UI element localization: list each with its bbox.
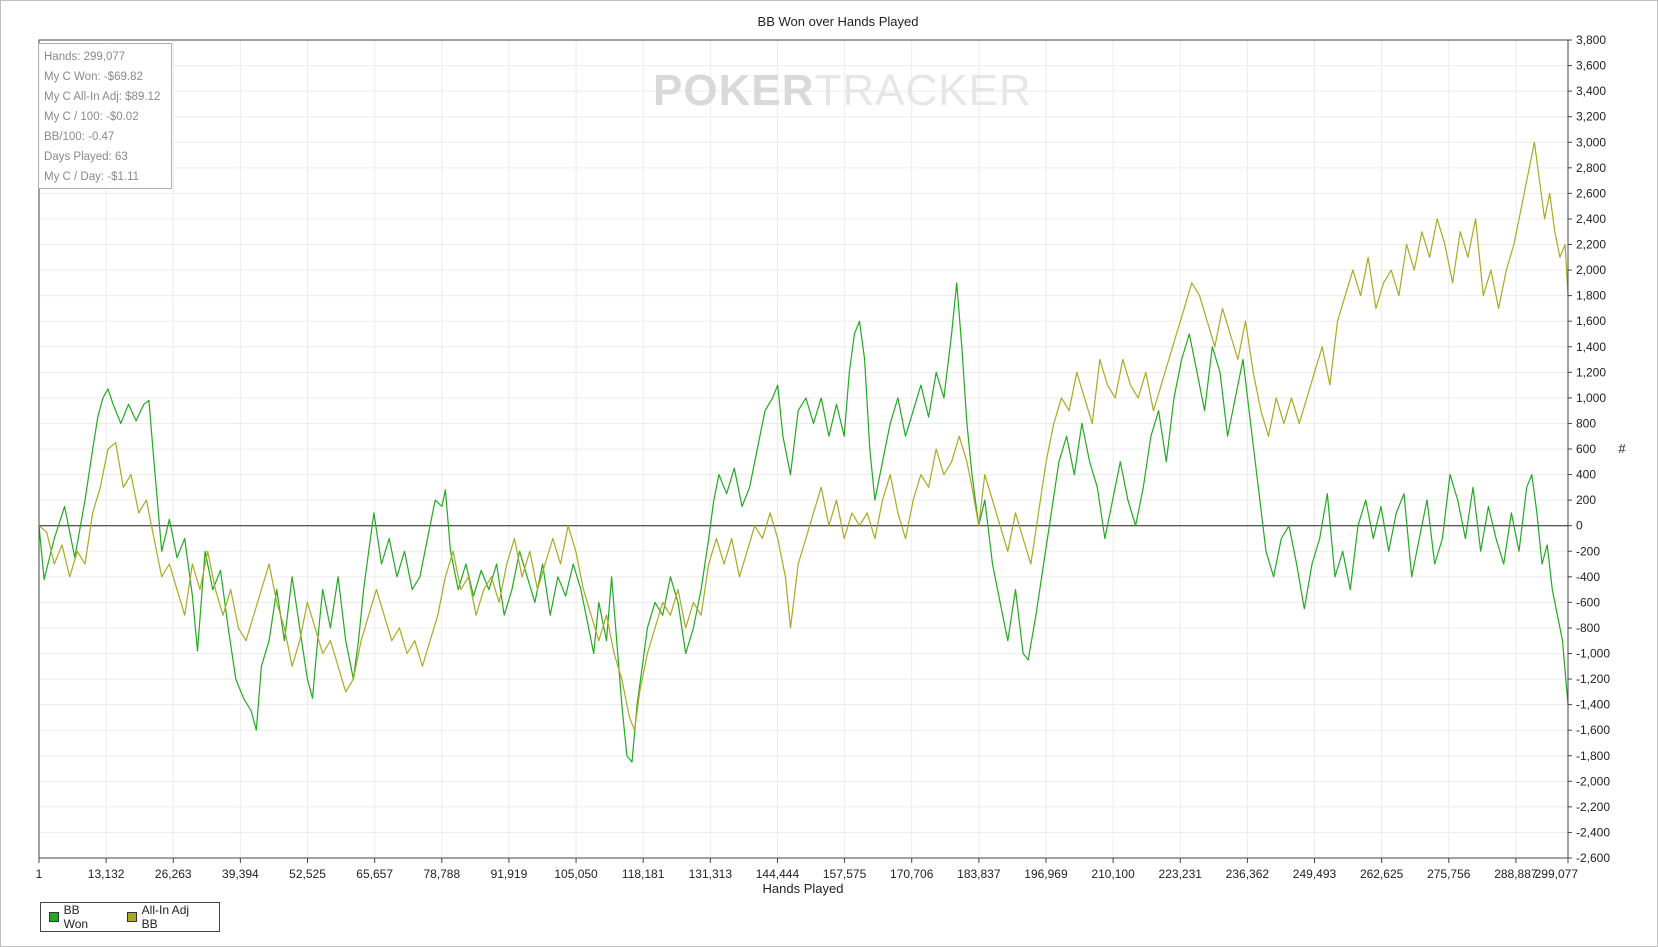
y-tick-label: 3,600 [1576, 59, 1606, 73]
stat-per-day: My C / Day: -$1.11 [44, 171, 140, 183]
y-tick-label: -600 [1576, 595, 1600, 609]
y-tick-label: 1,200 [1576, 365, 1606, 379]
x-tick-label: 236,362 [1226, 867, 1270, 881]
y-tick-label: 2,000 [1576, 263, 1606, 277]
y-tick-label: 0 [1576, 519, 1583, 533]
x-tick-label: 157,575 [823, 867, 867, 881]
y-tick-label: 3,800 [1576, 33, 1606, 47]
y-tick-label: 1,600 [1576, 314, 1606, 328]
y-tick-label: -1,200 [1576, 672, 1610, 686]
y-tick-label: -2,200 [1576, 800, 1610, 814]
x-tick-label: 65,657 [356, 867, 393, 881]
x-axis: 1 13,132 26,263 39,394 52,525 65,657 78,788 91,… [36, 858, 1579, 881]
y-tick-label: -1,000 [1576, 647, 1610, 661]
x-tick-label: 170,706 [890, 867, 934, 881]
x-tick-label: 144,444 [756, 867, 800, 881]
legend-label-allin-adj: All-In Adj BB [141, 903, 190, 931]
stat-per100: My C / 100: -$0.02 [44, 111, 139, 123]
x-tick-label: 183,837 [957, 867, 1001, 881]
x-tick-label: 1 [36, 867, 43, 881]
y-tick-label: 400 [1576, 468, 1596, 482]
stat-bb100: BB/100: -0.47 [44, 131, 115, 143]
stats-box: Hands: 299,077 My C Won: -$69.82 My C Al… [38, 43, 172, 189]
x-tick-label: 249,493 [1293, 867, 1337, 881]
x-tick-label: 288,887 [1494, 867, 1538, 881]
y-axis: 3,800 3,600 3,400 3,200 3,000 2,800 2,600 2,400… [1568, 33, 1610, 865]
x-tick-label: 52,525 [289, 867, 326, 881]
chart-title: BB Won over Hands Played [758, 14, 919, 29]
series-layer [38, 141, 1569, 763]
y-tick-label: -1,600 [1576, 723, 1610, 737]
watermark-part2: TRACKER [814, 66, 1031, 115]
y-tick-label: 1,000 [1576, 391, 1606, 405]
x-tick-label: 131,313 [689, 867, 733, 881]
y-tick-label: 2,600 [1576, 186, 1606, 200]
legend-label-bb-won: BB Won [63, 903, 89, 931]
x-tick-label: 118,181 [622, 867, 665, 881]
y-tick-label: 3,000 [1576, 135, 1606, 149]
stat-won: My C Won: -$69.82 [44, 71, 143, 83]
y-tick-label: -400 [1576, 570, 1600, 584]
watermark: POKERTRACKER [653, 66, 1032, 115]
stat-allin-adj: My C All-In Adj: $89.12 [44, 91, 161, 103]
y-tick-label: 3,200 [1576, 110, 1606, 124]
x-tick-label: 275,756 [1427, 867, 1471, 881]
x-tick-label: 299,077 [1535, 867, 1579, 881]
y-axis-label: # [1618, 441, 1626, 456]
y-tick-label: -200 [1576, 544, 1600, 558]
x-tick-label: 262,625 [1360, 867, 1404, 881]
y-tick-label: -2,000 [1576, 774, 1610, 788]
y-tick-label: 1,400 [1576, 340, 1606, 354]
y-tick-label: 800 [1576, 416, 1596, 430]
x-tick-label: 196,969 [1024, 867, 1068, 881]
x-tick-label: 91,919 [491, 867, 528, 881]
y-tick-label: 600 [1576, 442, 1596, 456]
x-tick-label: 105,050 [554, 867, 598, 881]
x-axis-label: Hands Played [763, 881, 844, 896]
watermark-part1: POKER [653, 66, 814, 115]
legend-swatch-bb-won [49, 912, 59, 922]
legend-item-bb-won[interactable]: BB Won [49, 903, 105, 931]
y-tick-label: -2,400 [1576, 825, 1610, 839]
x-tick-label: 39,394 [222, 867, 259, 881]
y-tick-label: 200 [1576, 493, 1596, 507]
legend-swatch-allin-adj [127, 912, 137, 922]
x-tick-label: 223,231 [1159, 867, 1203, 881]
y-tick-label: -1,800 [1576, 749, 1610, 763]
legend-item-allin-adj[interactable]: All-In Adj BB [127, 903, 205, 931]
legend: BB Won All-In Adj BB [40, 902, 220, 932]
series-line-bb-won [38, 282, 1569, 763]
x-tick-label: 78,788 [423, 867, 460, 881]
y-tick-label: 2,200 [1576, 238, 1606, 252]
stat-hands: Hands: 299,077 [44, 51, 126, 63]
y-tick-label: 3,400 [1576, 84, 1606, 98]
y-tick-label: -1,400 [1576, 698, 1610, 712]
stat-days: Days Played: 63 [44, 151, 128, 163]
y-tick-label: -800 [1576, 621, 1600, 635]
y-tick-label: 1,800 [1576, 289, 1606, 303]
x-tick-label: 210,100 [1091, 867, 1135, 881]
series-line-allin-adj-bb [38, 141, 1569, 731]
x-tick-label: 26,263 [155, 867, 192, 881]
y-tick-label: -2,600 [1576, 851, 1610, 865]
watermark-text: POKERTRACKER [653, 66, 1032, 115]
y-tick-label: 2,400 [1576, 212, 1606, 226]
y-tick-label: 2,800 [1576, 161, 1606, 175]
x-tick-label: 13,132 [88, 867, 125, 881]
